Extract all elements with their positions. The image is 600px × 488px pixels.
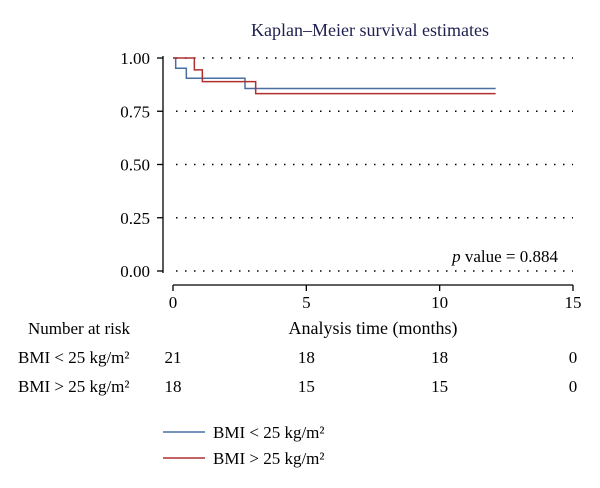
y-tick-label: 0.25 xyxy=(120,209,150,228)
survival-curve-2 xyxy=(173,57,496,95)
y-tick-label: 0.00 xyxy=(120,262,150,281)
x-axis: 0 5 10 15 xyxy=(169,284,582,312)
risk-table-header: Number at risk xyxy=(28,319,130,338)
risk-count: 0 xyxy=(569,377,578,396)
p-value-annotation: p value = 0.884 xyxy=(451,247,558,266)
chart-title: Kaplan–Meier survival estimates xyxy=(251,20,489,40)
risk-count: 15 xyxy=(431,377,448,396)
p-value-text: value = 0.884 xyxy=(461,247,559,266)
risk-count: 15 xyxy=(298,377,315,396)
x-axis-label: Analysis time (months) xyxy=(289,318,458,339)
legend: BMI < 25 kg/m² BMI > 25 kg/m² xyxy=(163,423,325,468)
p-label: p xyxy=(451,247,461,266)
x-tick-label: 15 xyxy=(565,293,582,312)
survival-curve-1 xyxy=(173,57,496,90)
survival-curves xyxy=(173,57,496,95)
risk-count: 18 xyxy=(165,377,182,396)
risk-table: Number at risk BMI < 25 kg/m² 21 18 18 0 BMI … xyxy=(18,319,577,396)
x-tick-label: 10 xyxy=(431,293,448,312)
legend-label: BMI < 25 kg/m² xyxy=(213,423,325,442)
legend-label: BMI > 25 kg/m² xyxy=(213,449,325,468)
risk-row-label: BMI < 25 kg/m² xyxy=(18,348,130,367)
grid-lines xyxy=(176,57,573,272)
risk-count: 0 xyxy=(569,348,578,367)
risk-count: 18 xyxy=(431,348,448,367)
y-tick-label: 0.50 xyxy=(120,156,150,175)
y-axis: 0.00 0.25 0.50 0.75 1.00 xyxy=(120,49,164,281)
y-tick-label: 0.75 xyxy=(120,102,150,121)
risk-count: 21 xyxy=(165,348,182,367)
risk-count: 18 xyxy=(298,348,315,367)
risk-row-label: BMI > 25 kg/m² xyxy=(18,377,130,396)
y-tick-label: 1.00 xyxy=(120,49,150,68)
x-tick-label: 5 xyxy=(302,293,311,312)
x-tick-label: 0 xyxy=(169,293,178,312)
